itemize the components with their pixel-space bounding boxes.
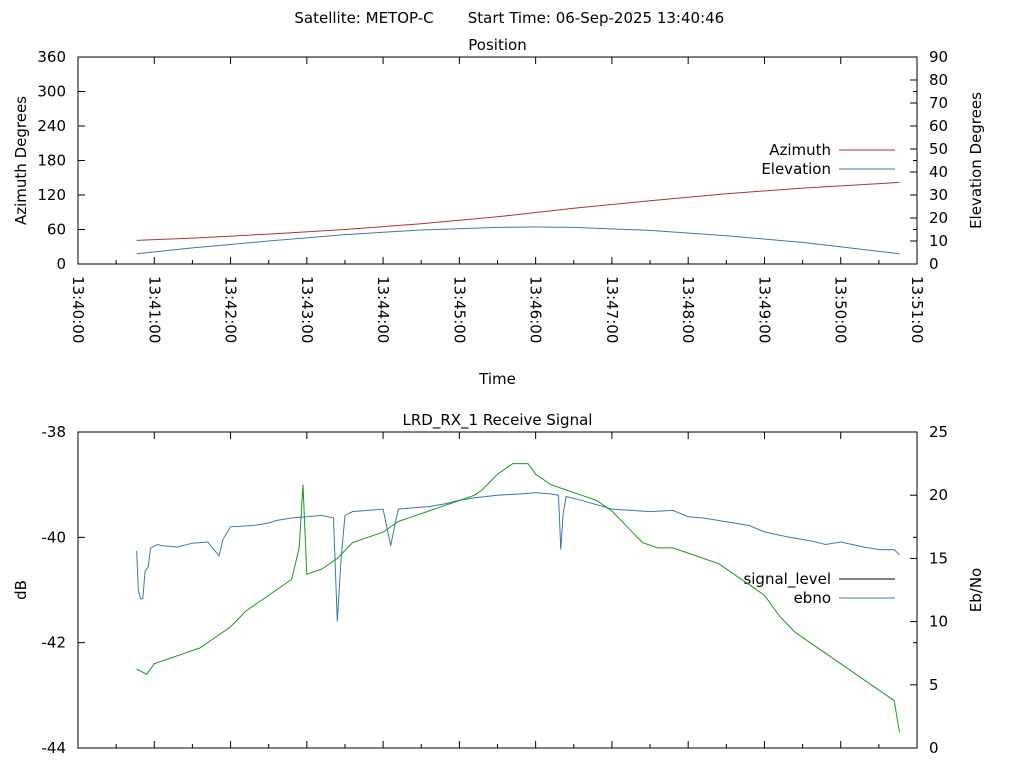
legend-label: signal_level [743, 570, 831, 589]
y-left-tick-label: 300 [37, 83, 66, 101]
y-left-tick-label: 180 [37, 152, 66, 170]
x-axis-label: Time [478, 370, 516, 388]
satellite-label: Satellite: METOP-C [294, 9, 433, 27]
x-tick-label: 13:49:00 [755, 276, 773, 343]
x-tick-label: 13:48:00 [679, 276, 697, 343]
x-tick-label: 13:46:00 [527, 276, 545, 343]
y-left-tick-label: -44 [42, 739, 67, 757]
series-line-Azimuth [136, 181, 900, 241]
legend-label: Elevation [761, 160, 831, 178]
chart-title: Position [468, 36, 526, 54]
y-left-tick-label: 60 [47, 221, 66, 239]
y-left-tick-label: 360 [37, 48, 66, 66]
y-right-tick-label: 40 [929, 163, 948, 181]
y-right-tick-label: 15 [929, 549, 948, 567]
y-left-tick-label: -42 [42, 634, 67, 652]
series-line-Elevation [136, 226, 900, 255]
y-right-tick-label: 10 [929, 232, 948, 250]
y-left-axis-label: dB [12, 580, 30, 600]
x-tick-label: 13:43:00 [298, 276, 316, 343]
y-right-tick-label: 10 [929, 613, 948, 631]
y-left-axis-label: Azimuth Degrees [12, 96, 30, 225]
chart-title: LRD_RX_1 Receive Signal [403, 411, 593, 430]
y-left-tick-label: 240 [37, 117, 66, 135]
x-tick-label: 13:51:00 [908, 276, 926, 343]
series-line-ebno [136, 492, 900, 622]
y-right-tick-label: 70 [929, 94, 948, 112]
y-right-tick-label: 80 [929, 71, 948, 89]
y-right-axis-label: Elevation Degrees [967, 92, 985, 229]
start-time-label: Start Time: 06-Sep-2025 13:40:46 [468, 9, 724, 27]
x-tick-label: 13:40:00 [69, 276, 87, 343]
receive-signal-chart: LRD_RX_1 Receive Signal -44 -42 -40 -38 0 5 10 1… [12, 411, 985, 757]
x-tick-label: 13:45:00 [450, 276, 468, 343]
series-line-trace-2 [136, 463, 900, 733]
x-tick-label: 13:50:00 [832, 276, 850, 343]
y-right-tick-label: 90 [929, 48, 948, 66]
legend-label: ebno [794, 589, 831, 607]
y-left-tick-label: -38 [42, 423, 67, 441]
plot-frame [77, 431, 918, 749]
y-right-tick-label: 25 [929, 423, 948, 441]
x-tick-label: 13:47:00 [603, 276, 621, 343]
position-chart: Position 0 60 120 180 240 300 360 0 10 20 30 40 50 60 7… [12, 36, 985, 388]
y-left-tick-label: -40 [42, 528, 67, 546]
legend-label: Azimuth [769, 141, 831, 159]
y-right-tick-label: 20 [929, 486, 948, 504]
y-right-tick-label: 50 [929, 140, 948, 158]
y-right-tick-label: 30 [929, 186, 948, 204]
y-right-tick-label: 20 [929, 209, 948, 227]
x-tick-label: 13:41:00 [145, 276, 163, 343]
y-right-tick-label: 60 [929, 117, 948, 135]
y-right-tick-label: 0 [929, 739, 939, 757]
y-left-tick-label: 0 [56, 255, 66, 273]
y-right-axis-label: Eb/No [967, 568, 985, 612]
x-tick-label: 13:42:00 [222, 276, 240, 343]
y-right-tick-label: 0 [929, 255, 939, 273]
y-right-tick-label: 5 [929, 676, 939, 694]
y-left-tick-label: 120 [37, 186, 66, 204]
x-tick-label: 13:44:00 [374, 276, 392, 343]
